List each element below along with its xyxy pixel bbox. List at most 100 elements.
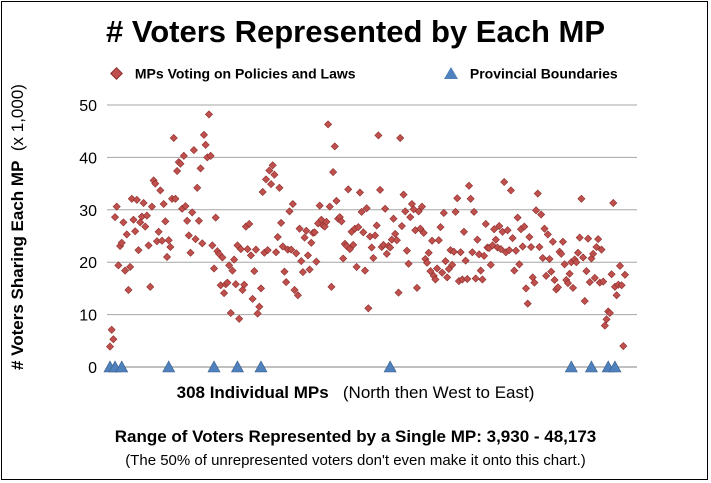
y-tick-label: 20	[79, 255, 97, 272]
mp-point	[511, 246, 520, 255]
mp-point	[147, 202, 156, 211]
mp-point	[615, 261, 624, 270]
mp-point	[537, 210, 546, 219]
mp-point	[349, 240, 358, 249]
mp-point	[144, 241, 153, 250]
mp-point	[412, 283, 422, 292]
mp-point	[585, 278, 594, 287]
mp-point	[126, 262, 135, 271]
mp-point	[619, 342, 628, 351]
mp-point	[129, 215, 138, 224]
y-axis-label: # Voters Sharing Each MP (x 1,000)	[8, 84, 28, 370]
mp-point	[436, 223, 445, 232]
mp-point	[389, 214, 398, 223]
mp-point	[419, 228, 428, 237]
mp-point	[532, 206, 541, 215]
mp-point	[250, 267, 259, 276]
y-tick-label: 10	[79, 308, 97, 325]
mp-point	[587, 254, 596, 263]
mp-point	[394, 288, 403, 297]
mp-point	[324, 120, 333, 129]
mp-point	[208, 241, 217, 250]
mp-point	[198, 239, 207, 248]
mp-point	[179, 151, 188, 160]
mp-point	[548, 237, 557, 246]
mp-point	[204, 110, 213, 119]
mp-point	[538, 253, 547, 263]
mp-point	[582, 267, 591, 276]
mp-point	[533, 189, 542, 198]
mp-point	[580, 296, 589, 306]
mp-point	[463, 274, 472, 283]
mp-point	[374, 131, 383, 140]
mp-point	[117, 238, 126, 247]
mp-point	[490, 225, 499, 234]
mp-point	[575, 233, 584, 242]
mp-point	[201, 140, 210, 149]
mp-point	[359, 228, 368, 237]
mp-point	[451, 207, 460, 216]
mp-point	[107, 325, 116, 334]
mp-point	[522, 284, 531, 293]
mp-point	[169, 133, 178, 143]
mp-point	[459, 227, 468, 236]
mp-point	[194, 216, 203, 225]
mp-point	[468, 248, 477, 257]
mp-point	[563, 279, 572, 288]
y-axis-label-unit: (x 1,000)	[8, 84, 27, 152]
mp-point	[189, 146, 198, 155]
mp-point	[119, 218, 128, 227]
mp-point	[275, 183, 284, 192]
mp-point	[181, 202, 190, 211]
mp-point	[391, 229, 400, 238]
mp-point	[278, 242, 287, 251]
boundary-marker	[608, 360, 622, 373]
mp-point	[471, 274, 480, 283]
mp-point	[540, 224, 549, 233]
mp-point	[325, 202, 334, 211]
mp-point	[565, 269, 574, 278]
mp-point	[121, 266, 130, 275]
mp-point	[590, 273, 599, 282]
mp-point	[480, 251, 489, 260]
mp-point	[439, 208, 448, 217]
mp-point	[453, 194, 462, 203]
chart-legend: MPs Voting on Policies and Laws Provinci…	[0, 64, 711, 84]
mp-point	[114, 261, 123, 270]
mp-point	[322, 217, 331, 226]
boundary-marker	[383, 360, 397, 373]
mp-point	[161, 217, 170, 226]
mp-point	[231, 280, 240, 289]
boundary-marker	[162, 360, 176, 373]
mp-point	[280, 267, 289, 276]
mp-point	[382, 249, 391, 258]
mp-point	[574, 248, 583, 257]
mp-point	[441, 257, 450, 266]
mp-point	[558, 237, 567, 246]
mp-point	[220, 289, 229, 298]
mp-point	[396, 133, 405, 143]
mp-point	[109, 335, 118, 344]
mp-point	[186, 248, 195, 257]
mp-point	[139, 198, 148, 208]
y-axis-ticks: 0 10 20 30 40 50	[79, 98, 97, 377]
mp-point	[273, 233, 282, 242]
mp-point	[478, 275, 487, 284]
mp-point	[307, 238, 316, 247]
mp-point	[199, 130, 208, 139]
mp-point	[510, 266, 519, 275]
mp-point	[362, 204, 371, 213]
mp-point	[111, 213, 120, 222]
mp-point	[401, 207, 410, 216]
mp-point	[193, 183, 202, 192]
mp-point	[513, 213, 522, 222]
mp-point	[267, 180, 276, 189]
boundary-marker	[564, 360, 578, 373]
mp-point	[235, 314, 244, 323]
mp-point	[218, 253, 227, 262]
mp-point	[285, 207, 294, 216]
mp-point	[312, 257, 321, 266]
mp-point	[226, 309, 235, 318]
mp-point	[225, 261, 234, 270]
